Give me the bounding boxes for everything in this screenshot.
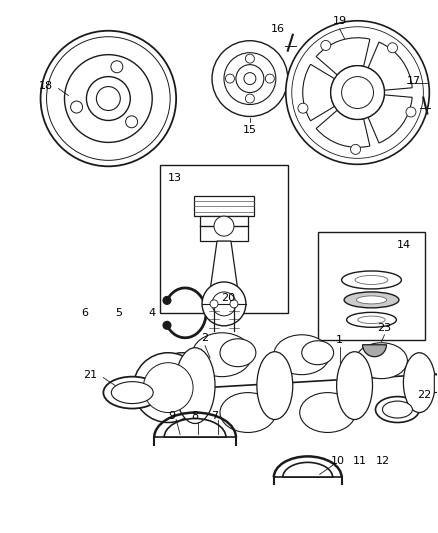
Circle shape: [245, 54, 254, 63]
Text: 6: 6: [81, 308, 88, 318]
Ellipse shape: [355, 276, 388, 285]
Circle shape: [41, 31, 176, 166]
Ellipse shape: [344, 292, 399, 308]
Text: 1: 1: [336, 335, 343, 345]
Circle shape: [214, 216, 234, 236]
Text: 10: 10: [331, 456, 345, 466]
Text: 20: 20: [221, 293, 235, 303]
Ellipse shape: [192, 333, 252, 377]
Ellipse shape: [357, 296, 387, 304]
Ellipse shape: [220, 339, 256, 367]
Circle shape: [96, 86, 120, 110]
Ellipse shape: [257, 352, 293, 419]
Ellipse shape: [302, 341, 334, 365]
Circle shape: [298, 103, 308, 113]
Circle shape: [406, 107, 416, 117]
Ellipse shape: [342, 271, 401, 289]
Circle shape: [64, 55, 152, 142]
Text: 5: 5: [115, 308, 122, 318]
Text: 8: 8: [191, 410, 199, 421]
Ellipse shape: [103, 377, 161, 409]
Bar: [200, 216, 248, 241]
Ellipse shape: [175, 348, 215, 424]
Text: 21: 21: [83, 370, 98, 379]
Circle shape: [388, 43, 398, 53]
Ellipse shape: [356, 343, 407, 378]
Circle shape: [163, 321, 171, 329]
Wedge shape: [363, 345, 386, 357]
Circle shape: [143, 362, 193, 413]
Circle shape: [245, 94, 254, 103]
Circle shape: [342, 77, 374, 109]
Text: 18: 18: [39, 80, 53, 91]
Ellipse shape: [358, 316, 385, 324]
Text: 14: 14: [396, 240, 410, 250]
Circle shape: [212, 41, 288, 117]
Wedge shape: [368, 42, 412, 90]
Wedge shape: [368, 95, 412, 143]
Circle shape: [71, 101, 82, 113]
Circle shape: [224, 53, 276, 104]
Circle shape: [202, 282, 246, 326]
Text: 15: 15: [243, 125, 257, 135]
Text: 4: 4: [148, 308, 156, 318]
FancyBboxPatch shape: [318, 232, 425, 340]
Polygon shape: [434, 375, 438, 393]
Ellipse shape: [382, 401, 413, 418]
Ellipse shape: [346, 312, 396, 327]
Wedge shape: [316, 38, 370, 75]
Circle shape: [86, 77, 130, 120]
Polygon shape: [210, 241, 238, 291]
Circle shape: [265, 74, 274, 83]
Ellipse shape: [375, 397, 419, 423]
Text: 17: 17: [407, 76, 421, 86]
Text: 19: 19: [332, 16, 347, 26]
Circle shape: [230, 300, 238, 308]
Text: 13: 13: [168, 173, 182, 183]
Ellipse shape: [220, 393, 276, 432]
Circle shape: [286, 21, 429, 164]
Text: 9: 9: [169, 410, 176, 421]
Text: 22: 22: [417, 390, 431, 400]
Circle shape: [321, 41, 331, 51]
Circle shape: [331, 66, 385, 119]
Text: 7: 7: [212, 410, 219, 421]
Circle shape: [244, 72, 256, 85]
Circle shape: [350, 144, 360, 155]
Circle shape: [212, 292, 236, 316]
Ellipse shape: [300, 393, 356, 432]
Text: 16: 16: [271, 24, 285, 34]
Text: 11: 11: [353, 456, 367, 466]
Wedge shape: [316, 110, 370, 148]
Text: 23: 23: [378, 323, 392, 333]
Circle shape: [126, 116, 138, 128]
Text: 12: 12: [375, 456, 389, 466]
Circle shape: [133, 353, 203, 423]
Circle shape: [163, 296, 171, 304]
Circle shape: [111, 61, 123, 72]
Circle shape: [226, 74, 234, 83]
Text: 2: 2: [201, 333, 208, 343]
Circle shape: [236, 64, 264, 93]
Bar: [194, 196, 254, 216]
FancyBboxPatch shape: [160, 165, 288, 313]
Ellipse shape: [111, 382, 153, 403]
Ellipse shape: [337, 352, 372, 419]
Circle shape: [210, 300, 218, 308]
Wedge shape: [303, 64, 335, 121]
Circle shape: [152, 353, 212, 413]
Circle shape: [164, 365, 200, 401]
Ellipse shape: [403, 353, 435, 413]
Ellipse shape: [274, 335, 330, 375]
